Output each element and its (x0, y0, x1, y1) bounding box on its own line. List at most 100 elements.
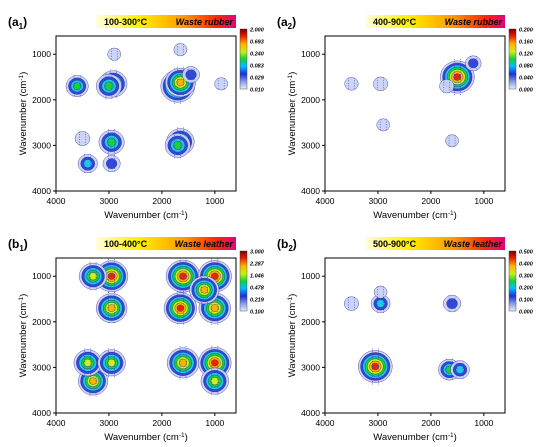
panel-label: (b2) (277, 237, 297, 253)
x-tick-label: 3000 (368, 418, 387, 428)
contour-level (83, 159, 93, 168)
peak-contour (376, 118, 390, 132)
title-banner (96, 237, 236, 250)
colorbar (239, 250, 248, 312)
peak-contour (370, 294, 391, 313)
contour-level (373, 285, 388, 299)
contour-layer (344, 285, 470, 385)
x-axis-title: Wavenumber (cm-1) (373, 432, 457, 443)
colorbar-tick-label: 1.046 (250, 274, 265, 280)
title-banner (365, 237, 505, 250)
y-tick-label: 2000 (32, 95, 51, 105)
colorbar-tick-label: 0.120 (519, 52, 533, 58)
colorbar-tick-label: 0.200 (519, 28, 533, 34)
x-tick-label: 4000 (47, 196, 66, 206)
contour-level (210, 304, 219, 312)
panel-b1: 4000 3000 2000 1000 1000 2000 3000 4000 Wavenumb… (8, 237, 265, 443)
axis-ticks: 4000 3000 2000 1000 1000 2000 3000 4000 (301, 49, 493, 206)
y-tick-label: 3000 (301, 140, 320, 150)
x-tick-label: 3000 (99, 418, 118, 428)
y-tick-label: 4000 (301, 408, 320, 418)
y-tick-label: 4000 (32, 186, 51, 196)
contour-level (185, 69, 197, 80)
peak-contour (344, 77, 359, 91)
x-axis-title: Wavenumber (cm-1) (104, 210, 188, 221)
contour-level (344, 77, 359, 91)
title-banner (365, 15, 505, 28)
peak-contour (102, 155, 121, 173)
panel-a1: 4000 3000 2000 1000 1000 2000 3000 4000 Wavenumb… (8, 15, 265, 221)
peak-contour (200, 366, 229, 396)
contour-level (173, 141, 183, 150)
x-tick-label: 2000 (421, 196, 440, 206)
contour-level (173, 43, 188, 57)
colorbar-tick-label: 2.000 (249, 28, 264, 34)
contour-level (176, 304, 185, 312)
temperature-range-label: 400-900°C (373, 17, 417, 27)
x-tick-label: 2000 (421, 418, 440, 428)
peak-contour (182, 66, 200, 84)
contour-level (104, 81, 114, 91)
y-tick-label: 1000 (32, 271, 51, 281)
sample-label: Waste rubber (176, 17, 234, 27)
contour-level (73, 82, 82, 91)
x-tick-label: 2000 (152, 418, 171, 428)
panel-label: (b1) (8, 237, 28, 253)
sample-label: Waste rubber (445, 17, 503, 27)
colorbar-tick-label: 0.100 (250, 310, 264, 316)
peak-contour (439, 79, 455, 94)
contour-level (214, 77, 228, 91)
x-tick-label: 1000 (474, 418, 493, 428)
peak-contour (96, 73, 122, 100)
peak-contour (78, 365, 109, 397)
contour-level (453, 73, 462, 81)
contour-level (210, 377, 219, 386)
y-tick-label: 4000 (32, 408, 51, 418)
peak-contour (173, 43, 188, 57)
y-tick-label: 1000 (32, 49, 51, 59)
peak-contour (164, 132, 191, 159)
x-tick-label: 3000 (368, 196, 387, 206)
contour-level (376, 118, 390, 132)
sample-label: Waste leather (444, 239, 503, 249)
peak-contour (74, 131, 91, 146)
peak-contour (198, 291, 231, 325)
peak-contour (163, 290, 197, 326)
colorbar-tick-label: 3.000 (250, 250, 264, 256)
contour-layer (73, 258, 232, 397)
contour-level (107, 47, 121, 61)
colorbar-tick-label: 0.000 (519, 310, 533, 316)
peak-contour (373, 76, 389, 91)
panel-b2: 4000 3000 2000 1000 1000 2000 3000 4000 Wavenumb… (277, 237, 533, 443)
colorbar-tick-label: 0.478 (250, 286, 265, 292)
colorbar (508, 250, 517, 312)
peak-contour (165, 66, 196, 99)
contour-level (371, 362, 380, 371)
y-tick-label: 2000 (32, 317, 51, 327)
colorbar (508, 28, 517, 90)
colorbar-tick-label: 0.083 (250, 64, 264, 70)
colorbar-tick-label: 0.219 (250, 298, 265, 304)
colorbar-tick-label: 0.080 (519, 64, 533, 70)
contour-level (446, 298, 458, 309)
colorbar-tick-label: 0.240 (250, 52, 264, 58)
peak-contour (77, 154, 98, 174)
peak-contour (65, 74, 89, 98)
peak-contour (465, 55, 482, 72)
contour-level (211, 359, 219, 367)
contour-layer (65, 43, 228, 174)
y-tick-label: 2000 (301, 95, 320, 105)
x-axis-title: Wavenumber (cm-1) (373, 210, 457, 221)
temperature-range-label: 100-400°C (104, 239, 148, 249)
contour-level (179, 359, 188, 367)
peak-contour (445, 134, 459, 148)
x-tick-label: 4000 (47, 418, 66, 428)
plot-area (324, 257, 506, 414)
axis-ticks: 4000 3000 2000 1000 1000 2000 3000 4000 (32, 49, 224, 206)
y-axis-title: Wavenumber (cm-1) (287, 72, 298, 156)
peak-contour (443, 295, 461, 313)
peak-contour (97, 348, 126, 378)
contour-level (455, 365, 465, 374)
contour-level (89, 377, 97, 385)
panel-label: (a1) (8, 15, 27, 31)
